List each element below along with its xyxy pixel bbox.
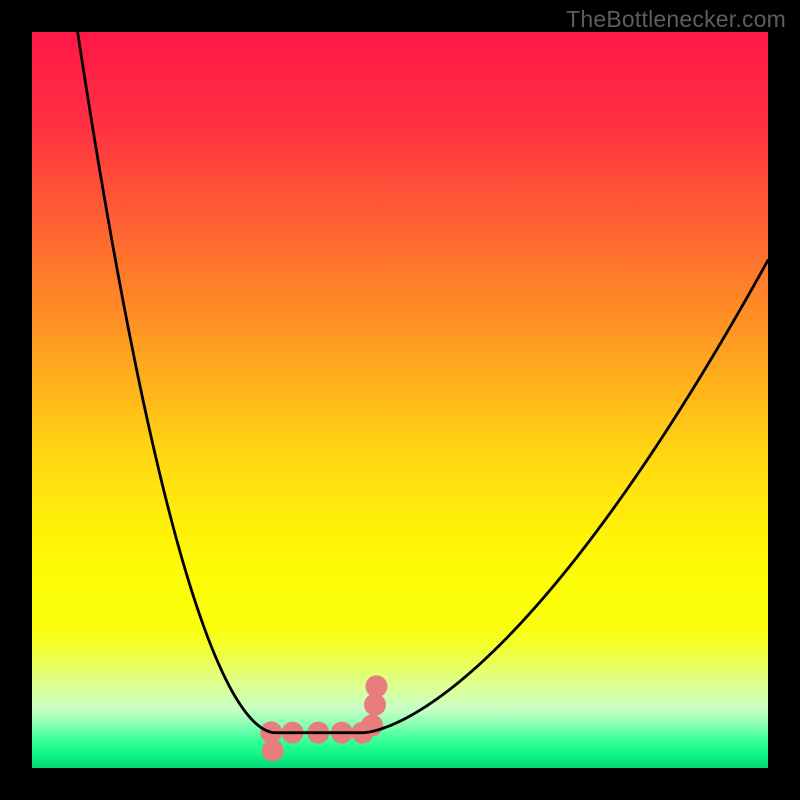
- bottleneck-curve-chart: [32, 32, 768, 768]
- watermark-text: TheBottlenecker.com: [566, 6, 786, 33]
- chart-container: TheBottlenecker.com: [0, 0, 800, 800]
- data-point: [262, 740, 284, 762]
- data-point: [365, 675, 387, 697]
- plot-area: [32, 32, 768, 768]
